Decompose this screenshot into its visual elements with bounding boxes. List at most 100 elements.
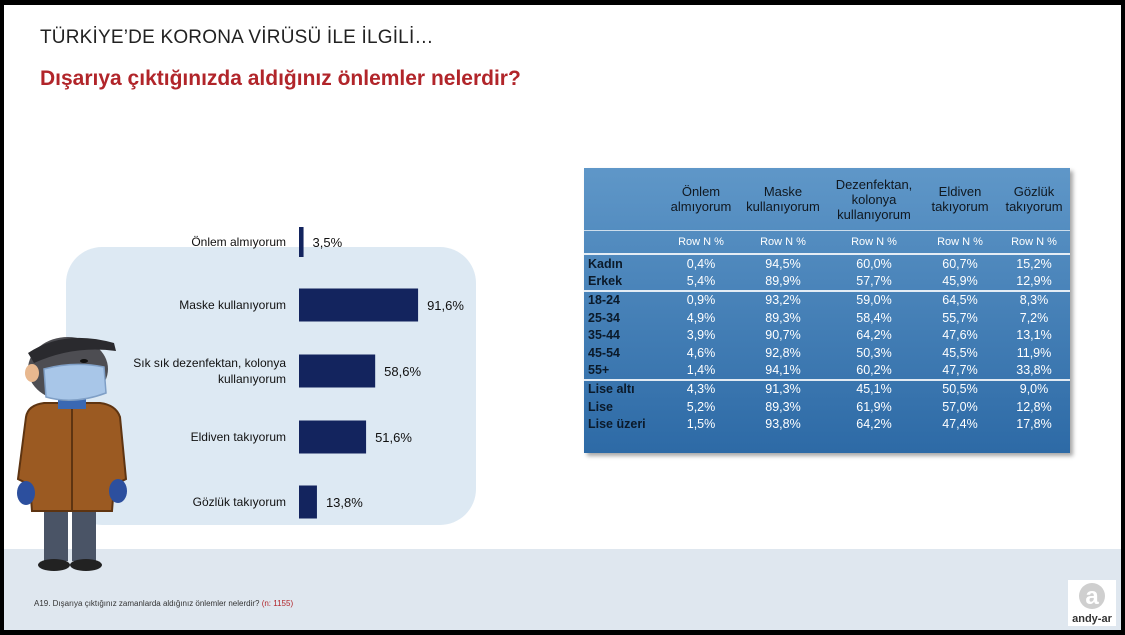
table-row-label: 25-34 [588,310,620,325]
table-row: Kadın 0,4% 94,5% 60,0% 60,7% 15,2% [584,252,1070,273]
bottom-band [4,549,1121,630]
person-shoe-left [38,559,70,571]
table-cell: 15,2% [998,252,1070,273]
table-row: Lise üzeri 1,5% 93,8% 64,2% 47,4% 17,8% [584,416,1070,433]
table-subheader: Row N % [922,230,998,255]
table-subheader: Row N % [740,230,826,255]
table-subheader: Row N % [826,230,922,255]
table-cell: 9,0% [998,378,1070,399]
table-cell: 11,9% [1016,345,1052,360]
category-label: Maske kullanıyorum [179,298,286,312]
footnote-text: A19. Dışarıya çıktığınız zamanlarda aldı… [34,599,260,608]
table-cell: 61,9% [856,399,892,414]
table-row: Erkek 5,4% 89,9% 57,7% 45,9% 12,9% [584,272,1070,290]
table-cell: 57,0% [942,399,978,414]
table-cell: 60,0% [826,252,922,273]
table-cell: 92,8% [765,345,801,360]
table-row: 25-34 4,9% 89,3% 58,4% 55,7% 7,2% [584,309,1070,326]
table-cell: 50,5% [922,378,998,399]
table-cell: 89,9% [765,274,801,289]
table-cell: 12,9% [1016,274,1052,289]
table-row-label: Lise altı [584,378,662,399]
table-cell: 94,1% [765,363,801,378]
category-label: Gözlük takıyorum [193,495,286,509]
table-cell: 47,6% [942,328,978,343]
table-cell: 55,7% [942,310,978,325]
bar-value-label: 51,6% [375,430,412,445]
bar [299,227,304,257]
table-cell: 58,4% [856,310,892,325]
logo-mark: a andy-ar [1072,583,1113,625]
table-row-label: 55+ [588,363,610,378]
table-column-header: Maske kullanıyorum [746,184,820,214]
table-column-header: Dezenfektan, kolonya kullanıyorum [835,176,913,222]
bar [299,354,376,388]
page-title: TÜRKİYE’DE KORONA VİRÜSÜ İLE İLGİLİ… [40,27,434,48]
category-label: Eldiven takıyorum [191,430,286,444]
table-cell: 3,9% [686,328,716,343]
table-cell: 60,2% [856,363,892,378]
crosstab: Önlem almıyorum Maske kullanıyorum Dezenfekt… [584,168,1070,433]
table-cell: 91,3% [740,378,826,399]
person-glove-right [109,479,127,503]
table-row-label: 45-54 [588,345,620,360]
table-cell: 89,3% [765,310,801,325]
person-illustration [16,337,128,571]
logo: a andy-ar [1068,580,1116,626]
logo-text: andy-ar [1072,613,1112,625]
table-row-label: Erkek [588,274,623,289]
table-cell: 4,3% [662,378,740,399]
table-cell: 45,5% [942,345,978,360]
table-cell: 64,2% [856,328,892,343]
table-cell: 47,4% [942,417,978,432]
category-label: Önlem almıyorum [191,235,286,249]
table-cell: 45,1% [826,378,922,399]
table-cell: 8,3% [998,289,1070,310]
table-cell: 7,2% [1019,310,1049,325]
table-cell: 94,5% [740,252,826,273]
question-title: Dışarıya çıktığınızda aldığınız önlemler… [40,67,521,90]
table-row-label: Lise üzeri [588,417,646,432]
bar-chart: 3,5% Önlem almıyorum 91,6% Maske kullanıyor… [133,227,464,519]
table-cell: 90,7% [765,328,801,343]
table-body: Kadın 0,4% 94,5% 60,0% 60,7% 15,2% Erkek 5,4% 89… [584,252,1070,433]
person-shoe-right [70,559,102,571]
table-cell: 47,7% [942,363,978,378]
table-column-header: Gözlük takıyorum [1005,184,1063,214]
table-row: 55+ 1,4% 94,1% 60,2% 47,7% 33,8% [584,361,1070,379]
person-cap [28,337,116,363]
table-cell: 4,9% [686,310,716,325]
category-label: Sık sık dezenfektan, kolonya [133,356,286,370]
table-cell: 4,6% [686,345,716,360]
table-cell: 5,4% [686,274,716,289]
table-column-header: Önlem almıyorum [670,184,732,214]
person-ear [25,364,39,382]
table-cell: 64,5% [922,289,998,310]
bar [299,485,317,519]
table-subheader-corner [584,230,662,255]
table-row: Lise altı 4,3% 91,3% 45,1% 50,5% 9,0% [584,378,1070,399]
table-cell: 13,1% [1016,328,1052,343]
table-row: 18-24 0,9% 93,2% 59,0% 64,5% 8,3% [584,289,1070,310]
person-mask [43,363,107,401]
table-corner [584,168,662,231]
table-row-label: 35-44 [588,328,620,343]
table-cell: 12,8% [1016,399,1052,414]
logo-letter: a [1085,583,1099,610]
table-cell: 64,2% [856,417,892,432]
table-cell: 59,0% [826,289,922,310]
table-row-label: Lise [588,399,614,414]
category-label: kullanıyorum [218,372,286,386]
table-cell: 50,3% [856,345,892,360]
crosstab-table: Önlem almıyorum Maske kullanıyorum Dezenfekt… [584,168,1070,453]
table-row: Lise 5,2% 89,3% 61,9% 57,0% 12,8% [584,398,1070,415]
table-row-label: Kadın [584,252,662,273]
person-glove-left [17,481,35,505]
table-cell: 93,8% [765,417,801,432]
person-eye [80,359,88,363]
table-row: 35-44 3,9% 90,7% 64,2% 47,6% 13,1% [584,327,1070,344]
table-cell: 1,4% [686,363,716,378]
table-header-row: Önlem almıyorum Maske kullanıyorum Dezenfekt… [584,168,1070,231]
bar-value-label: 13,8% [326,495,363,510]
bar [299,420,367,454]
